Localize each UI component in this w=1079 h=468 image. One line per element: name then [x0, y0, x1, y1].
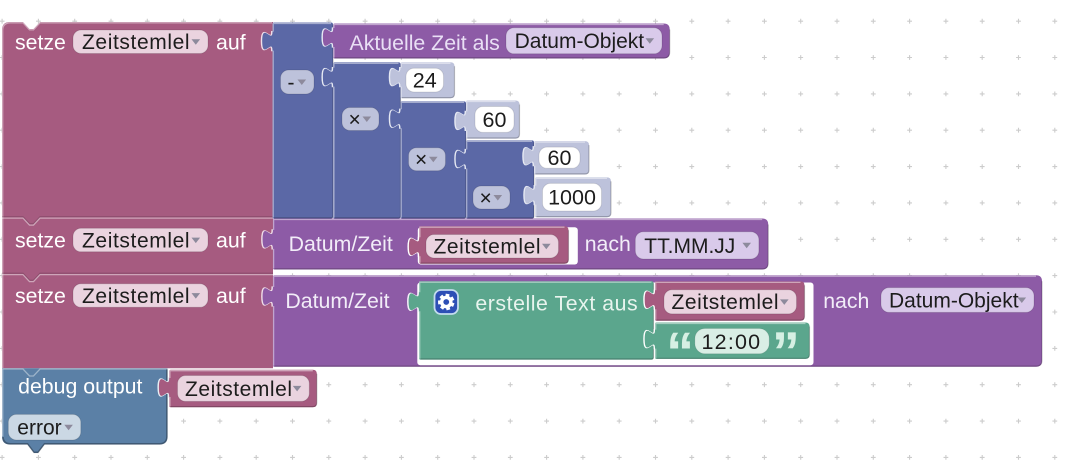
- svg-text:nach: nach: [585, 232, 631, 256]
- svg-text:60: 60: [548, 146, 572, 170]
- svg-text:-: -: [288, 71, 295, 94]
- svg-text:Zeitstemlel: Zeitstemlel: [82, 285, 190, 308]
- svg-text:Datum-Objekt: Datum-Objekt: [889, 289, 1019, 312]
- svg-text:debug output: debug output: [18, 375, 142, 399]
- svg-text:auf: auf: [216, 229, 246, 253]
- svg-text:TT.MM.JJ: TT.MM.JJ: [644, 235, 735, 258]
- svg-text:×: ×: [415, 149, 427, 172]
- svg-text:12:00: 12:00: [702, 330, 762, 354]
- svg-text:1000: 1000: [548, 186, 596, 210]
- svg-text:setze: setze: [15, 229, 66, 253]
- svg-text:Zeitstemlel: Zeitstemlel: [434, 236, 542, 259]
- svg-text:nach: nach: [823, 289, 869, 313]
- svg-text:Zeitstemlel: Zeitstemlel: [82, 31, 190, 54]
- svg-text:Zeitstemlel: Zeitstemlel: [185, 378, 293, 401]
- svg-text:“: “: [666, 320, 694, 383]
- svg-text:setze: setze: [15, 284, 66, 308]
- svg-text:Zeitstemlel: Zeitstemlel: [672, 291, 780, 314]
- svg-text:×: ×: [480, 187, 492, 210]
- svg-text:”: ”: [772, 320, 800, 383]
- svg-text:error: error: [17, 417, 61, 440]
- svg-text:60: 60: [483, 108, 507, 132]
- svg-text:Datum/Zeit: Datum/Zeit: [285, 289, 389, 313]
- svg-text:auf: auf: [216, 284, 246, 308]
- svg-text:×: ×: [349, 108, 361, 131]
- svg-text:erstelle Text aus: erstelle Text aus: [475, 292, 638, 316]
- svg-text:Datum/Zeit: Datum/Zeit: [289, 232, 393, 256]
- svg-text:Datum-Objekt: Datum-Objekt: [515, 30, 645, 53]
- svg-text:Aktuelle Zeit als: Aktuelle Zeit als: [350, 31, 500, 55]
- svg-text:24: 24: [413, 69, 437, 93]
- svg-text:Zeitstemlel: Zeitstemlel: [82, 230, 190, 253]
- svg-text:auf: auf: [216, 30, 246, 54]
- svg-text:setze: setze: [15, 30, 66, 54]
